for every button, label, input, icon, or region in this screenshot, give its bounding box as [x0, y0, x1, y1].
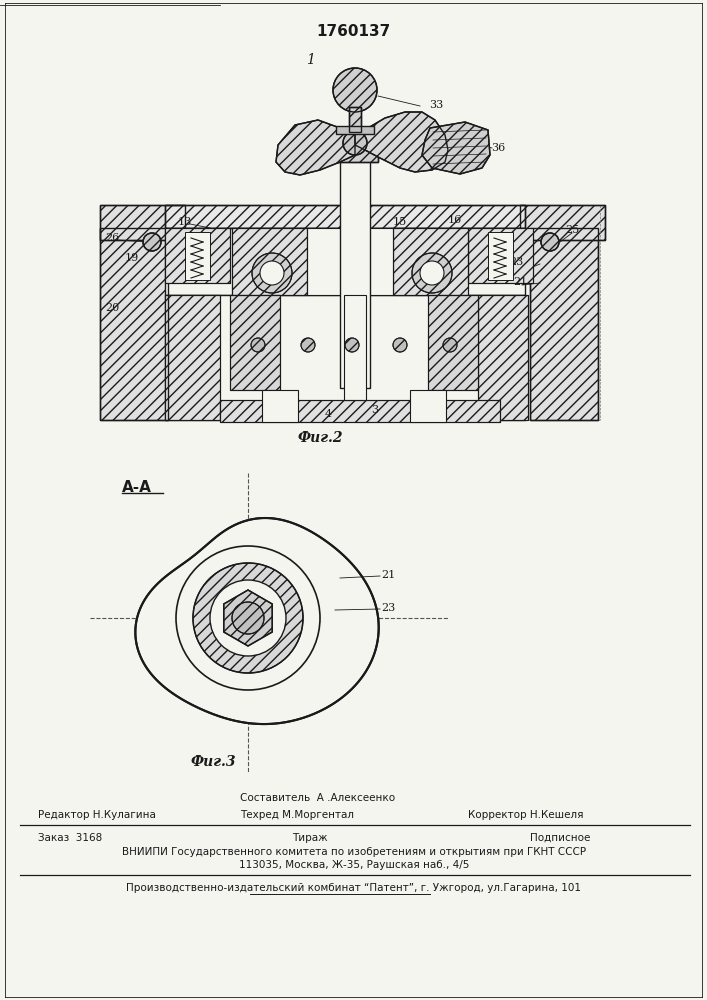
- Circle shape: [345, 338, 359, 352]
- Bar: [520, 205, 605, 240]
- Bar: [488, 232, 513, 280]
- Text: Тираж: Тираж: [292, 833, 328, 843]
- Text: 1: 1: [305, 53, 315, 67]
- Bar: [185, 232, 210, 280]
- Text: 1760137: 1760137: [316, 24, 390, 39]
- Circle shape: [443, 338, 457, 352]
- Bar: [100, 205, 185, 240]
- Bar: [332, 148, 378, 162]
- Text: 3: 3: [371, 405, 378, 415]
- Bar: [428, 295, 478, 390]
- Text: 25: 25: [565, 225, 579, 235]
- Circle shape: [301, 338, 315, 352]
- Text: 15: 15: [393, 217, 407, 227]
- Bar: [100, 205, 185, 240]
- Bar: [220, 400, 500, 422]
- Bar: [165, 228, 230, 283]
- Bar: [220, 400, 500, 422]
- Text: 16: 16: [448, 215, 462, 225]
- Bar: [165, 295, 220, 420]
- Text: A-A: A-A: [122, 480, 152, 494]
- Circle shape: [343, 131, 367, 155]
- Bar: [165, 295, 220, 420]
- Polygon shape: [276, 120, 355, 175]
- Circle shape: [541, 233, 559, 251]
- Text: ВНИИПИ Государственного комитета по изобретениям и открытиям при ГКНТ СССР: ВНИИПИ Государственного комитета по изоб…: [122, 847, 586, 857]
- Text: 20: 20: [105, 303, 119, 313]
- Text: 19: 19: [125, 253, 139, 263]
- Circle shape: [393, 338, 407, 352]
- Polygon shape: [355, 112, 448, 172]
- Bar: [307, 228, 393, 295]
- Bar: [100, 228, 168, 420]
- Text: Заказ  3168: Заказ 3168: [38, 833, 103, 843]
- Bar: [349, 107, 361, 132]
- Bar: [468, 228, 533, 283]
- Circle shape: [333, 68, 377, 112]
- Bar: [232, 228, 307, 295]
- Bar: [410, 390, 446, 422]
- Bar: [393, 228, 468, 295]
- Bar: [165, 205, 525, 228]
- Text: 113035, Москва, Ж-35, Раушская наб., 4/5: 113035, Москва, Ж-35, Раушская наб., 4/5: [239, 860, 469, 870]
- Bar: [468, 228, 533, 283]
- Bar: [165, 205, 525, 228]
- Bar: [478, 295, 528, 420]
- Text: 23: 23: [381, 603, 395, 613]
- Text: Составитель  А .Алексеенко: Составитель А .Алексеенко: [240, 793, 395, 803]
- Circle shape: [252, 253, 292, 293]
- Polygon shape: [422, 122, 490, 174]
- Bar: [232, 228, 307, 295]
- Circle shape: [412, 253, 452, 293]
- Bar: [262, 390, 298, 422]
- Polygon shape: [223, 590, 272, 646]
- Bar: [232, 228, 466, 295]
- Circle shape: [260, 261, 284, 285]
- Bar: [530, 228, 598, 420]
- Text: Фиг.3: Фиг.3: [190, 755, 235, 769]
- Bar: [428, 295, 478, 390]
- Text: 23: 23: [509, 257, 523, 267]
- Text: Подписное: Подписное: [530, 833, 590, 843]
- Circle shape: [143, 233, 161, 251]
- Bar: [336, 126, 374, 134]
- Bar: [393, 228, 468, 295]
- Bar: [530, 228, 598, 420]
- Text: 26: 26: [105, 233, 119, 243]
- Bar: [520, 205, 605, 240]
- Text: 4: 4: [325, 409, 332, 419]
- Text: 33: 33: [429, 100, 443, 110]
- Text: Корректор Н.Кешеля: Корректор Н.Кешеля: [468, 810, 583, 820]
- Bar: [478, 295, 528, 420]
- Bar: [165, 295, 525, 420]
- Bar: [332, 148, 378, 162]
- Text: 21: 21: [513, 277, 527, 287]
- Polygon shape: [135, 518, 379, 724]
- Circle shape: [420, 261, 444, 285]
- Circle shape: [176, 546, 320, 690]
- Text: Техред М.Моргентал: Техред М.Моргентал: [240, 810, 354, 820]
- Circle shape: [193, 563, 303, 673]
- Text: 21: 21: [381, 570, 395, 580]
- Bar: [230, 295, 280, 390]
- Bar: [230, 295, 280, 390]
- Bar: [165, 228, 230, 283]
- Circle shape: [251, 338, 265, 352]
- Bar: [165, 228, 525, 295]
- Circle shape: [210, 580, 286, 656]
- Bar: [100, 228, 168, 420]
- Text: 36: 36: [491, 143, 505, 153]
- Bar: [349, 107, 361, 132]
- Text: Редактор Н.Кулагина: Редактор Н.Кулагина: [38, 810, 156, 820]
- Text: Производственно-издательский комбинат “Патент”, г. Ужгород, ул.Гагарина, 101: Производственно-издательский комбинат “П…: [127, 883, 581, 893]
- Bar: [340, 148, 370, 388]
- Circle shape: [232, 602, 264, 634]
- Bar: [344, 295, 366, 400]
- Text: Фиг.2: Фиг.2: [297, 431, 343, 445]
- Text: 13: 13: [178, 217, 192, 227]
